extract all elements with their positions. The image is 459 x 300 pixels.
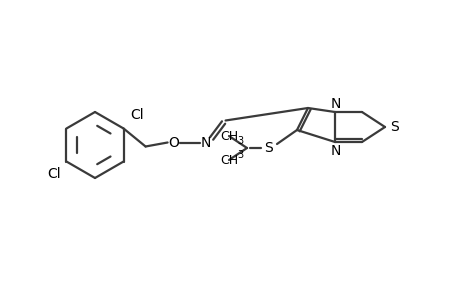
Text: CH: CH: [219, 130, 238, 142]
Text: CH: CH: [219, 154, 238, 166]
Text: Cl: Cl: [47, 167, 61, 181]
Text: O: O: [168, 136, 179, 149]
Text: N: N: [330, 144, 341, 158]
Text: S: S: [390, 120, 398, 134]
Text: N: N: [330, 97, 341, 111]
Text: N: N: [200, 136, 210, 149]
Text: 3: 3: [236, 136, 242, 146]
Text: Cl: Cl: [129, 107, 143, 122]
Text: 3: 3: [236, 150, 242, 160]
Text: S: S: [264, 141, 273, 155]
